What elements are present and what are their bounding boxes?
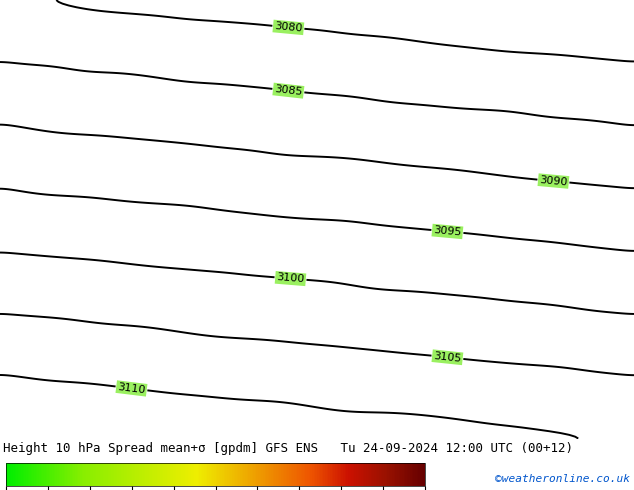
- Text: 3080: 3080: [274, 21, 303, 34]
- Text: Height 10 hPa Spread mean+σ [gpdm] GFS ENS   Tu 24-09-2024 12:00 UTC (00+12): Height 10 hPa Spread mean+σ [gpdm] GFS E…: [3, 442, 573, 455]
- Text: 3105: 3105: [433, 351, 462, 364]
- Text: 3095: 3095: [433, 225, 462, 238]
- Text: 3100: 3100: [276, 272, 305, 285]
- Text: ©weatheronline.co.uk: ©weatheronline.co.uk: [495, 474, 630, 484]
- Text: 3110: 3110: [117, 382, 146, 395]
- Text: 3090: 3090: [539, 175, 568, 187]
- Text: 3085: 3085: [274, 84, 303, 97]
